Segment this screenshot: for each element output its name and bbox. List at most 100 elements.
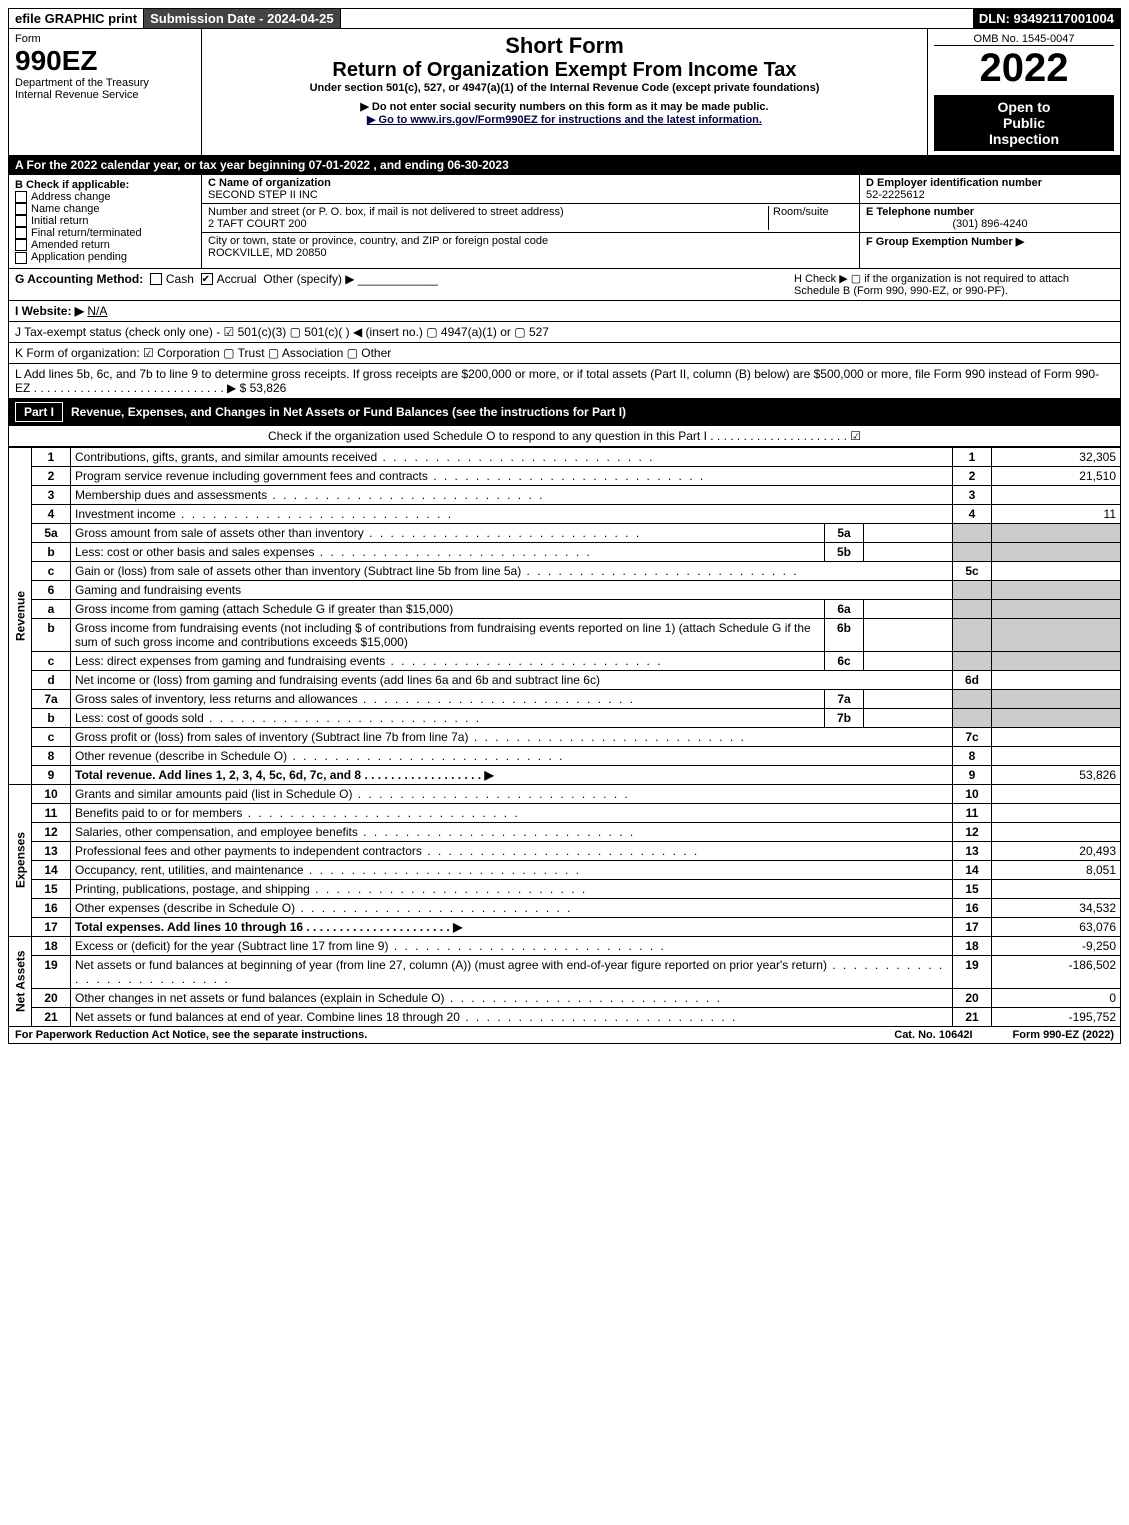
l6c-sv: [864, 651, 953, 670]
l5b-sn: 5b: [825, 542, 864, 561]
l8-num: 8: [32, 746, 71, 765]
l20-ln: 20: [953, 988, 992, 1007]
l2-ln: 2: [953, 466, 992, 485]
l7a-num: 7a: [32, 689, 71, 708]
l4-desc: Investment income: [71, 504, 953, 523]
chk-initial-return[interactable]: Initial return: [15, 215, 195, 227]
chk-label-final: Final return/terminated: [31, 227, 142, 239]
room-suite-label: Room/suite: [769, 206, 853, 230]
row-h-schedule-b: H Check ▶ ▢ if the organization is not r…: [794, 272, 1114, 297]
l5c-ln: 5c: [953, 561, 992, 580]
tel-label: E Telephone number: [866, 206, 974, 218]
cash-label: Cash: [166, 272, 194, 286]
l18-val: -9,250: [992, 936, 1121, 955]
footer-left: For Paperwork Reduction Act Notice, see …: [15, 1029, 367, 1041]
website-label: I Website: ▶: [15, 304, 84, 318]
chk-address-change[interactable]: Address change: [15, 191, 195, 203]
efile-label[interactable]: efile GRAPHIC print: [9, 9, 144, 28]
l7a-shade: [953, 689, 992, 708]
open-line3: Inspection: [942, 131, 1106, 147]
org-name: SECOND STEP II INC: [208, 189, 318, 201]
l6b-sn: 6b: [825, 618, 864, 651]
l5c-val: [992, 561, 1121, 580]
l21-val: -195,752: [992, 1007, 1121, 1026]
l13-desc: Professional fees and other payments to …: [71, 841, 953, 860]
l5a-num: 5a: [32, 523, 71, 542]
l18-desc: Excess or (deficit) for the year (Subtra…: [71, 936, 953, 955]
l5a-sn: 5a: [825, 523, 864, 542]
l11-ln: 11: [953, 803, 992, 822]
g-label: G Accounting Method:: [15, 272, 143, 286]
irs-label: Internal Revenue Service: [15, 89, 195, 101]
l5a-desc: Gross amount from sale of assets other t…: [71, 523, 825, 542]
l12-ln: 12: [953, 822, 992, 841]
form-label: Form: [15, 33, 195, 45]
l18-ln: 18: [953, 936, 992, 955]
l19-ln: 19: [953, 955, 992, 988]
l17-num: 17: [32, 917, 71, 936]
dln-label: DLN: 93492117001004: [973, 9, 1120, 28]
row-j-tax-status: J Tax-exempt status (check only one) - ☑…: [8, 322, 1121, 343]
row-i-website: I Website: ▶ N/A: [8, 301, 1121, 322]
l4-val: 11: [992, 504, 1121, 523]
l19-val: -186,502: [992, 955, 1121, 988]
irs-link[interactable]: ▶ Go to www.irs.gov/Form990EZ for instru…: [367, 114, 762, 126]
chk-accrual[interactable]: [201, 273, 213, 285]
l7b-sn: 7b: [825, 708, 864, 727]
l6a-sn: 6a: [825, 599, 864, 618]
l6-desc: Gaming and fundraising events: [71, 580, 953, 599]
l11-num: 11: [32, 803, 71, 822]
l7a-shade-v: [992, 689, 1121, 708]
website-value: N/A: [87, 304, 107, 318]
chk-name-change[interactable]: Name change: [15, 203, 195, 215]
row-l-text: L Add lines 5b, 6c, and 7b to line 9 to …: [15, 367, 1099, 395]
row-k-org-form: K Form of organization: ☑ Corporation ▢ …: [8, 343, 1121, 364]
l4-num: 4: [32, 504, 71, 523]
l15-val: [992, 879, 1121, 898]
l21-desc: Net assets or fund balances at end of ye…: [71, 1007, 953, 1026]
l5b-desc: Less: cost or other basis and sales expe…: [71, 542, 825, 561]
l7b-shade-v: [992, 708, 1121, 727]
l12-num: 12: [32, 822, 71, 841]
part-1-check-o: Check if the organization used Schedule …: [8, 426, 1121, 447]
ssn-warning: ▶ Do not enter social security numbers o…: [208, 100, 921, 113]
goto-link[interactable]: ▶ Go to www.irs.gov/Form990EZ for instru…: [208, 113, 921, 126]
l13-ln: 13: [953, 841, 992, 860]
open-line1: Open to: [942, 99, 1106, 115]
chk-amended-return[interactable]: Amended return: [15, 239, 195, 251]
l10-val: [992, 784, 1121, 803]
l5b-sv: [864, 542, 953, 561]
l7b-desc: Less: cost of goods sold: [71, 708, 825, 727]
chk-cash[interactable]: [150, 273, 162, 285]
addr-label: Number and street (or P. O. box, if mail…: [208, 206, 564, 218]
l6d-num: d: [32, 670, 71, 689]
l6b-shade-v: [992, 618, 1121, 651]
l6d-ln: 6d: [953, 670, 992, 689]
l4-ln: 4: [953, 504, 992, 523]
return-title: Return of Organization Exempt From Incom…: [208, 59, 921, 82]
l5a-shade-v: [992, 523, 1121, 542]
l1-desc: Contributions, gifts, grants, and simila…: [71, 447, 953, 466]
page-footer: For Paperwork Reduction Act Notice, see …: [8, 1027, 1121, 1044]
header-center: Short Form Return of Organization Exempt…: [202, 29, 928, 155]
part-1-title: Revenue, Expenses, and Changes in Net As…: [71, 405, 626, 419]
omb-number: OMB No. 1545-0047: [934, 33, 1114, 46]
org-info-grid: B Check if applicable: Address change Na…: [8, 175, 1121, 269]
expenses-vlabel: Expenses: [9, 784, 32, 936]
header-subtitle: Under section 501(c), 527, or 4947(a)(1)…: [208, 82, 921, 94]
l7b-shade: [953, 708, 992, 727]
ein-value: 52-2225612: [866, 189, 925, 201]
l9-desc: Total revenue. Add lines 1, 2, 3, 4, 5c,…: [71, 765, 953, 784]
other-label: Other (specify) ▶: [263, 272, 354, 286]
l6b-sv: [864, 618, 953, 651]
group-exemption-label: F Group Exemption Number ▶: [866, 236, 1024, 248]
l7b-num: b: [32, 708, 71, 727]
chk-final-return[interactable]: Final return/terminated: [15, 227, 195, 239]
l15-num: 15: [32, 879, 71, 898]
l17-ln: 17: [953, 917, 992, 936]
l9-val: 53,826: [992, 765, 1121, 784]
chk-application-pending[interactable]: Application pending: [15, 251, 195, 263]
l5a-shade: [953, 523, 992, 542]
accrual-label: Accrual: [217, 272, 257, 286]
city-cell: City or town, state or province, country…: [202, 233, 859, 261]
